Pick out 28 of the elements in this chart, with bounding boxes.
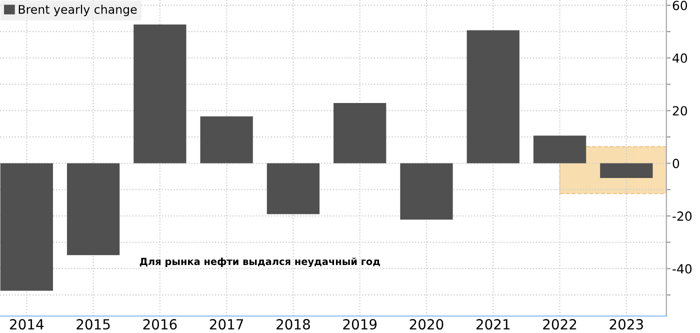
bar	[600, 163, 653, 178]
bar	[466, 30, 520, 164]
x-tick-label: 2020	[410, 319, 444, 330]
y-tick-label: -20	[672, 211, 692, 221]
x-tick-label: 2023	[610, 319, 643, 330]
y-tick-label: -40	[672, 264, 692, 274]
x-tick-label: 2014	[10, 319, 44, 330]
bar	[400, 163, 453, 220]
legend-label: Brent yearly change	[18, 4, 137, 16]
x-tick-label: 2019	[343, 319, 377, 330]
x-tick-label: 2017	[210, 319, 244, 330]
x-tick-label: 2015	[76, 319, 110, 330]
x-tick-label: 2016	[143, 319, 177, 330]
bar	[266, 163, 320, 214]
bar	[66, 163, 120, 256]
y-tick-label: 40	[672, 53, 688, 63]
y-tick-label: 0	[672, 158, 680, 168]
bar	[334, 102, 386, 164]
x-tick-label: 2018	[276, 319, 310, 330]
y-tick-label: 60	[672, 0, 688, 10]
x-tick-label: 2022	[543, 319, 576, 330]
bar	[134, 24, 186, 164]
bar	[533, 136, 586, 164]
y-tick-label: 20	[672, 106, 688, 116]
bar	[200, 116, 253, 164]
bar	[0, 163, 53, 291]
annotation: Для рынка нефти выдался неудачный год	[140, 258, 380, 268]
x-tick-label: 2021	[476, 319, 510, 330]
